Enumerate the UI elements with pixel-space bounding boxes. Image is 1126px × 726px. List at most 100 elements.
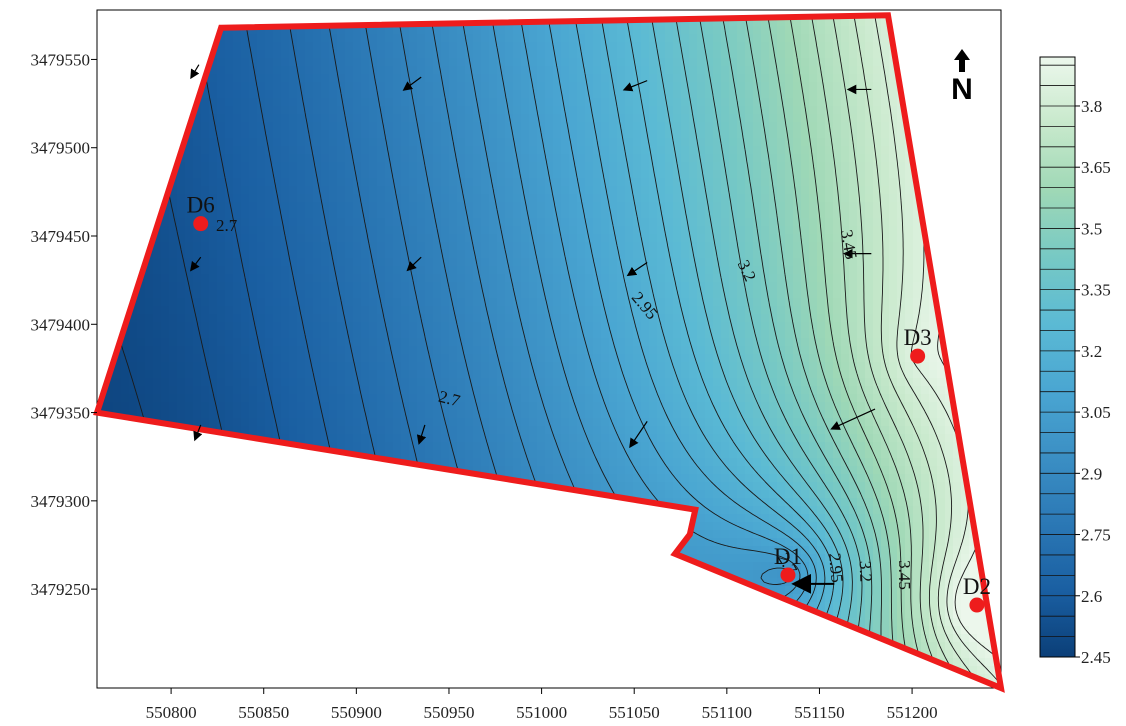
- field-cell: [401, 114, 410, 123]
- field-cell: [481, 82, 490, 91]
- field-cell: [561, 322, 570, 331]
- field-cell: [377, 290, 386, 299]
- field-cell: [505, 34, 514, 43]
- field-cell: [129, 354, 138, 363]
- field-cell: [257, 266, 266, 275]
- field-cell: [841, 26, 850, 35]
- field-cell: [801, 42, 810, 51]
- field-cell: [705, 18, 714, 27]
- field-cell: [481, 42, 490, 51]
- field-cell: [545, 58, 554, 67]
- field-cell: [417, 154, 426, 163]
- field-cell: [257, 178, 266, 187]
- field-cell: [385, 306, 394, 315]
- field-cell: [305, 314, 314, 323]
- field-cell: [393, 314, 402, 323]
- field-cell: [153, 338, 162, 347]
- field-cell: [233, 338, 242, 347]
- field-cell: [665, 170, 674, 179]
- field-cell: [729, 138, 738, 147]
- field-cell: [537, 66, 546, 75]
- field-cell: [873, 298, 882, 307]
- field-cell: [793, 226, 802, 235]
- field-cell: [785, 330, 794, 339]
- field-cell: [265, 218, 274, 227]
- field-cell: [633, 98, 642, 107]
- field-cell: [545, 138, 554, 147]
- field-cell: [241, 90, 250, 99]
- field-cell: [169, 242, 178, 251]
- field-cell: [209, 346, 218, 355]
- field-cell: [817, 58, 826, 67]
- field-cell: [401, 266, 410, 275]
- field-cell: [273, 250, 282, 259]
- field-cell: [185, 242, 194, 251]
- field-cell: [385, 250, 394, 259]
- field-cell: [793, 186, 802, 195]
- field-cell: [633, 282, 642, 291]
- field-cell: [233, 362, 242, 371]
- field-cell: [345, 242, 354, 251]
- field-cell: [441, 194, 450, 203]
- field-cell: [401, 258, 410, 267]
- field-cell: [385, 90, 394, 99]
- field-cell: [345, 314, 354, 323]
- field-cell: [209, 210, 218, 219]
- field-cell: [521, 98, 530, 107]
- field-cell: [673, 106, 682, 115]
- field-cell: [481, 114, 490, 123]
- field-cell: [785, 314, 794, 323]
- field-cell: [553, 242, 562, 251]
- field-cell: [401, 346, 410, 355]
- field-cell: [521, 170, 530, 179]
- field-cell: [641, 98, 650, 107]
- field-cell: [345, 186, 354, 195]
- field-cell: [785, 258, 794, 267]
- field-cell: [225, 186, 234, 195]
- field-cell: [609, 218, 618, 227]
- field-cell: [833, 82, 842, 91]
- field-cell: [833, 162, 842, 171]
- field-cell: [449, 322, 458, 331]
- field-cell: [289, 314, 298, 323]
- field-cell: [401, 122, 410, 131]
- field-cell: [593, 74, 602, 83]
- field-cell: [633, 178, 642, 187]
- field-cell: [801, 114, 810, 123]
- field-cell: [497, 130, 506, 139]
- field-cell: [289, 170, 298, 179]
- field-cell: [313, 82, 322, 91]
- field-cell: [641, 162, 650, 171]
- field-cell: [417, 250, 426, 259]
- field-cell: [865, 186, 874, 195]
- field-cell: [513, 306, 522, 315]
- field-cell: [785, 194, 794, 203]
- field-cell: [505, 50, 514, 59]
- field-cell: [385, 26, 394, 35]
- field-cell: [777, 298, 786, 307]
- field-cell: [201, 322, 210, 331]
- field-cell: [361, 250, 370, 259]
- field-cell: [249, 338, 258, 347]
- field-cell: [345, 306, 354, 315]
- field-cell: [729, 218, 738, 227]
- field-cell: [209, 354, 218, 363]
- field-cell: [545, 306, 554, 315]
- field-cell: [505, 306, 514, 315]
- field-cell: [209, 106, 218, 115]
- field-cell: [345, 58, 354, 67]
- field-cell: [857, 18, 866, 27]
- field-cell: [521, 330, 530, 339]
- field-cell: [265, 98, 274, 107]
- field-cell: [257, 194, 266, 203]
- field-cell: [337, 34, 346, 43]
- field-cell: [449, 130, 458, 139]
- field-cell: [241, 250, 250, 259]
- field-cell: [881, 98, 890, 107]
- field-cell: [713, 322, 722, 331]
- field-cell: [145, 330, 154, 339]
- field-cell: [425, 154, 434, 163]
- field-cell: [777, 34, 786, 43]
- field-cell: [505, 250, 514, 259]
- field-cell: [489, 82, 498, 91]
